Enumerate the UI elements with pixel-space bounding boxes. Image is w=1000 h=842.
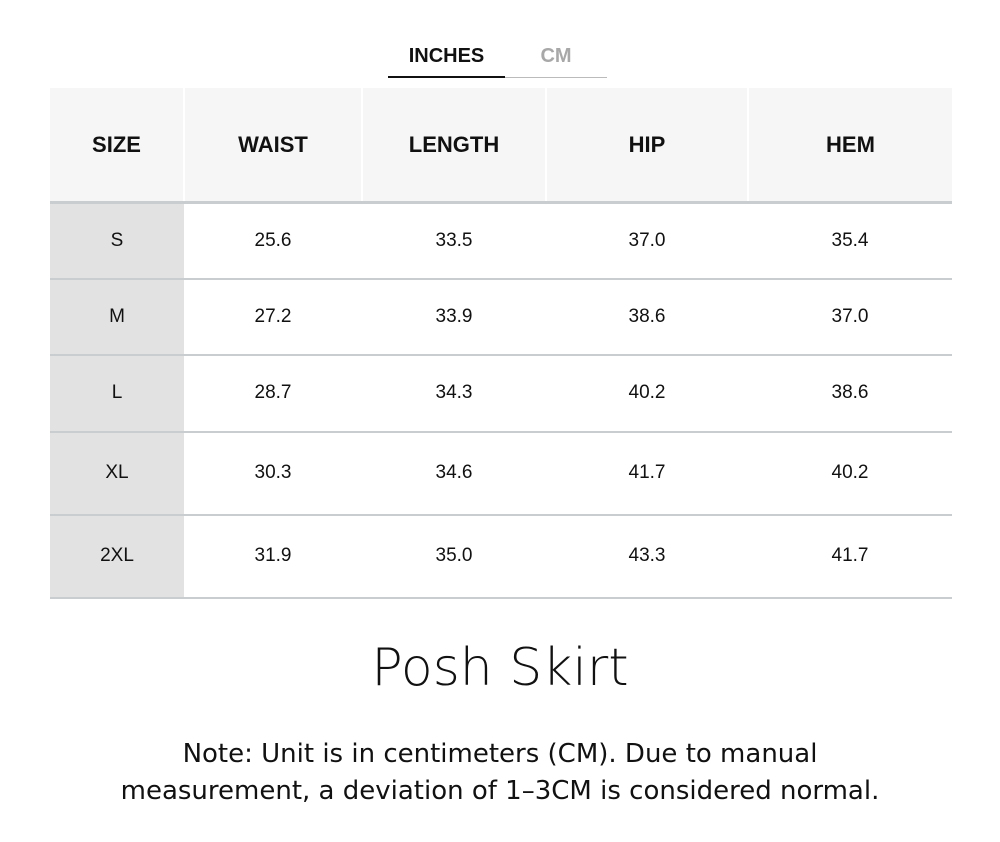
table-row: XL 30.3 34.6 41.7 40.2: [50, 431, 952, 516]
size-table: SIZE WAIST LENGTH HIP HEM S 25.6 33.5 37.0 3…: [50, 88, 952, 599]
size-cell: S: [50, 202, 184, 280]
measurement-note: Note: Unit is in centimeters (CM). Due t…: [0, 736, 1000, 810]
measurement-cell: 30.3: [184, 431, 362, 516]
measurement-cell: 34.3: [362, 354, 546, 433]
measurement-cell: 40.2: [748, 431, 952, 516]
measurement-cell: 35.0: [362, 514, 546, 599]
tab-cm[interactable]: CM: [505, 36, 607, 78]
measurement-cell: 38.6: [748, 354, 952, 433]
measurement-cell: 35.4: [748, 202, 952, 280]
size-cell: L: [50, 354, 184, 433]
measurement-cell: 43.3: [546, 514, 748, 599]
measurement-cell: 33.9: [362, 278, 546, 356]
table-header-row: SIZE WAIST LENGTH HIP HEM: [50, 88, 952, 204]
header-hip: HIP: [545, 88, 748, 204]
header-waist: WAIST: [183, 88, 362, 204]
measurement-cell: 38.6: [546, 278, 748, 356]
measurement-cell: 31.9: [184, 514, 362, 599]
measurement-cell: 40.2: [546, 354, 748, 433]
product-title: Posh Skirt: [371, 638, 629, 698]
size-cell: XL: [50, 431, 184, 516]
measurement-cell: 27.2: [184, 278, 362, 356]
table-row: L 28.7 34.3 40.2 38.6: [50, 354, 952, 433]
header-hem: HEM: [747, 88, 952, 204]
measurement-cell: 37.0: [546, 202, 748, 280]
measurement-cell: 41.7: [748, 514, 952, 599]
table-row: S 25.6 33.5 37.0 35.4: [50, 202, 952, 280]
size-cell: M: [50, 278, 184, 356]
measurement-cell: 25.6: [184, 202, 362, 280]
size-cell: 2XL: [50, 514, 184, 599]
note-line-1: Note: Unit is in centimeters (CM). Due t…: [182, 739, 818, 769]
measurement-cell: 37.0: [748, 278, 952, 356]
table-row: M 27.2 33.9 38.6 37.0: [50, 278, 952, 356]
header-size: SIZE: [50, 88, 184, 204]
header-length: LENGTH: [361, 88, 546, 204]
tab-inches[interactable]: INCHES: [388, 36, 505, 78]
unit-tabs: INCHES CM: [388, 36, 607, 78]
measurement-cell: 28.7: [184, 354, 362, 433]
measurement-cell: 33.5: [362, 202, 546, 280]
measurement-cell: 34.6: [362, 431, 546, 516]
table-row: 2XL 31.9 35.0 43.3 41.7: [50, 514, 952, 599]
measurement-cell: 41.7: [546, 431, 748, 516]
note-line-2: measurement, a deviation of 1–3CM is con…: [120, 776, 880, 806]
